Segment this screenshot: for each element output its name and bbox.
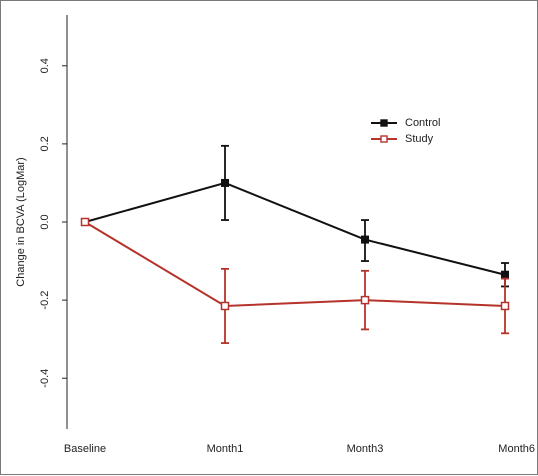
- data-point: [221, 178, 229, 187]
- y-tick-label: -0.2: [39, 291, 51, 310]
- legend-swatch-marker: [380, 119, 388, 127]
- data-point: [220, 301, 230, 311]
- axes: -0.4 -0.2 0.0 0.2 0.4 Change in BCVA (LogMar)…: [15, 15, 535, 455]
- legend-swatch-marker: [380, 135, 388, 143]
- legend-item-study: Study: [371, 133, 434, 145]
- series-line: [84, 181, 506, 276]
- data-point: [360, 295, 370, 305]
- data-point: [361, 235, 369, 244]
- legend-label: Study: [405, 133, 434, 145]
- y-tick-label: 0.2: [39, 136, 51, 151]
- x-tick-label: Month3: [347, 443, 384, 455]
- x-tick-label: Month1: [207, 443, 244, 455]
- data-point: [80, 217, 90, 227]
- y-tick-label: 0.4: [39, 58, 51, 73]
- legend-label: Control: [405, 117, 440, 129]
- y-tick-label: 0.0: [39, 214, 51, 229]
- x-tick-label: Baseline: [64, 443, 106, 455]
- y-tick-label: -0.4: [39, 369, 51, 388]
- series-study: [80, 217, 510, 344]
- legend: Control Study: [371, 117, 440, 145]
- data-point: [500, 301, 510, 311]
- series-control: [81, 144, 509, 288]
- x-tick-label: Month6: [498, 443, 535, 455]
- series-layer: [80, 144, 510, 344]
- series-line: [84, 221, 506, 307]
- data-point: [501, 270, 509, 279]
- legend-item-control: Control: [371, 117, 440, 129]
- y-axis-title: Change in BCVA (LogMar): [15, 157, 27, 286]
